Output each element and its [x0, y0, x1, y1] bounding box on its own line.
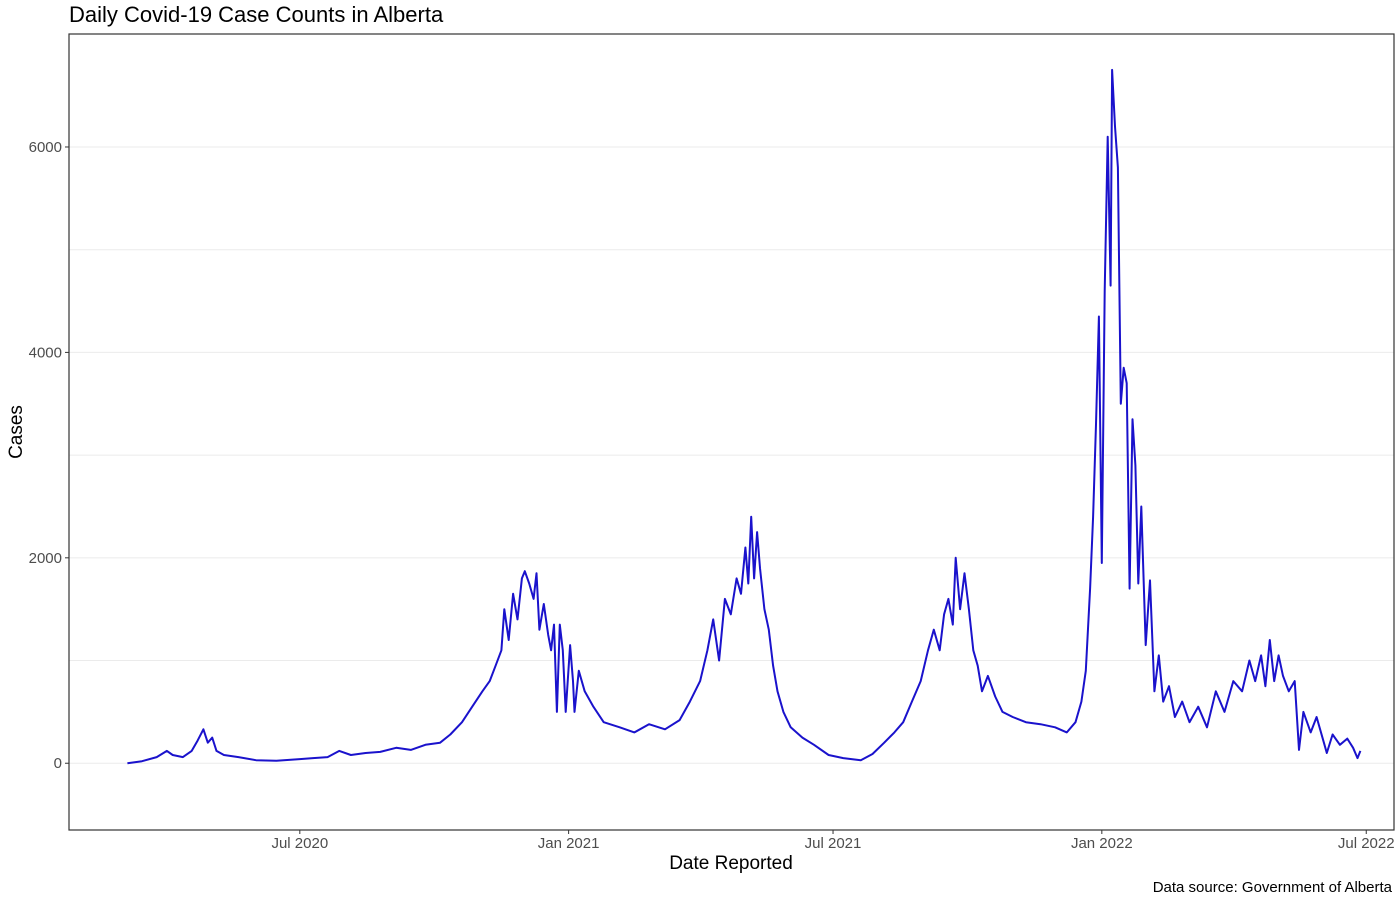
x-axis: Jul 2020 Jan 2021 Jul 2021 Jan 2022 Jul 2022 — [271, 830, 1395, 852]
y-tick-label: 4000 — [29, 344, 62, 361]
y-tick-label: 6000 — [29, 139, 62, 156]
x-axis-title: Date Reported — [669, 853, 793, 874]
x-tick-label: Jan 2022 — [1071, 835, 1133, 852]
series-line — [127, 68, 1362, 765]
gridlines — [69, 146, 1394, 764]
x-tick-label: Jan 2021 — [538, 835, 600, 852]
x-tick-label: Jul 2022 — [1338, 835, 1395, 852]
plot-panel — [68, 33, 1395, 831]
data-source-caption: Data source: Government of Alberta — [1153, 879, 1393, 896]
y-tick-label: 2000 — [29, 550, 62, 567]
y-tick-label: 0 — [54, 755, 62, 772]
y-axis: 0 2000 4000 6000 — [29, 139, 69, 772]
x-tick-label: Jul 2020 — [271, 835, 328, 852]
y-axis-title: Cases — [6, 405, 27, 459]
x-tick-label: Jul 2021 — [805, 835, 862, 852]
chart-title: Daily Covid-19 Case Counts in Alberta — [69, 2, 444, 27]
